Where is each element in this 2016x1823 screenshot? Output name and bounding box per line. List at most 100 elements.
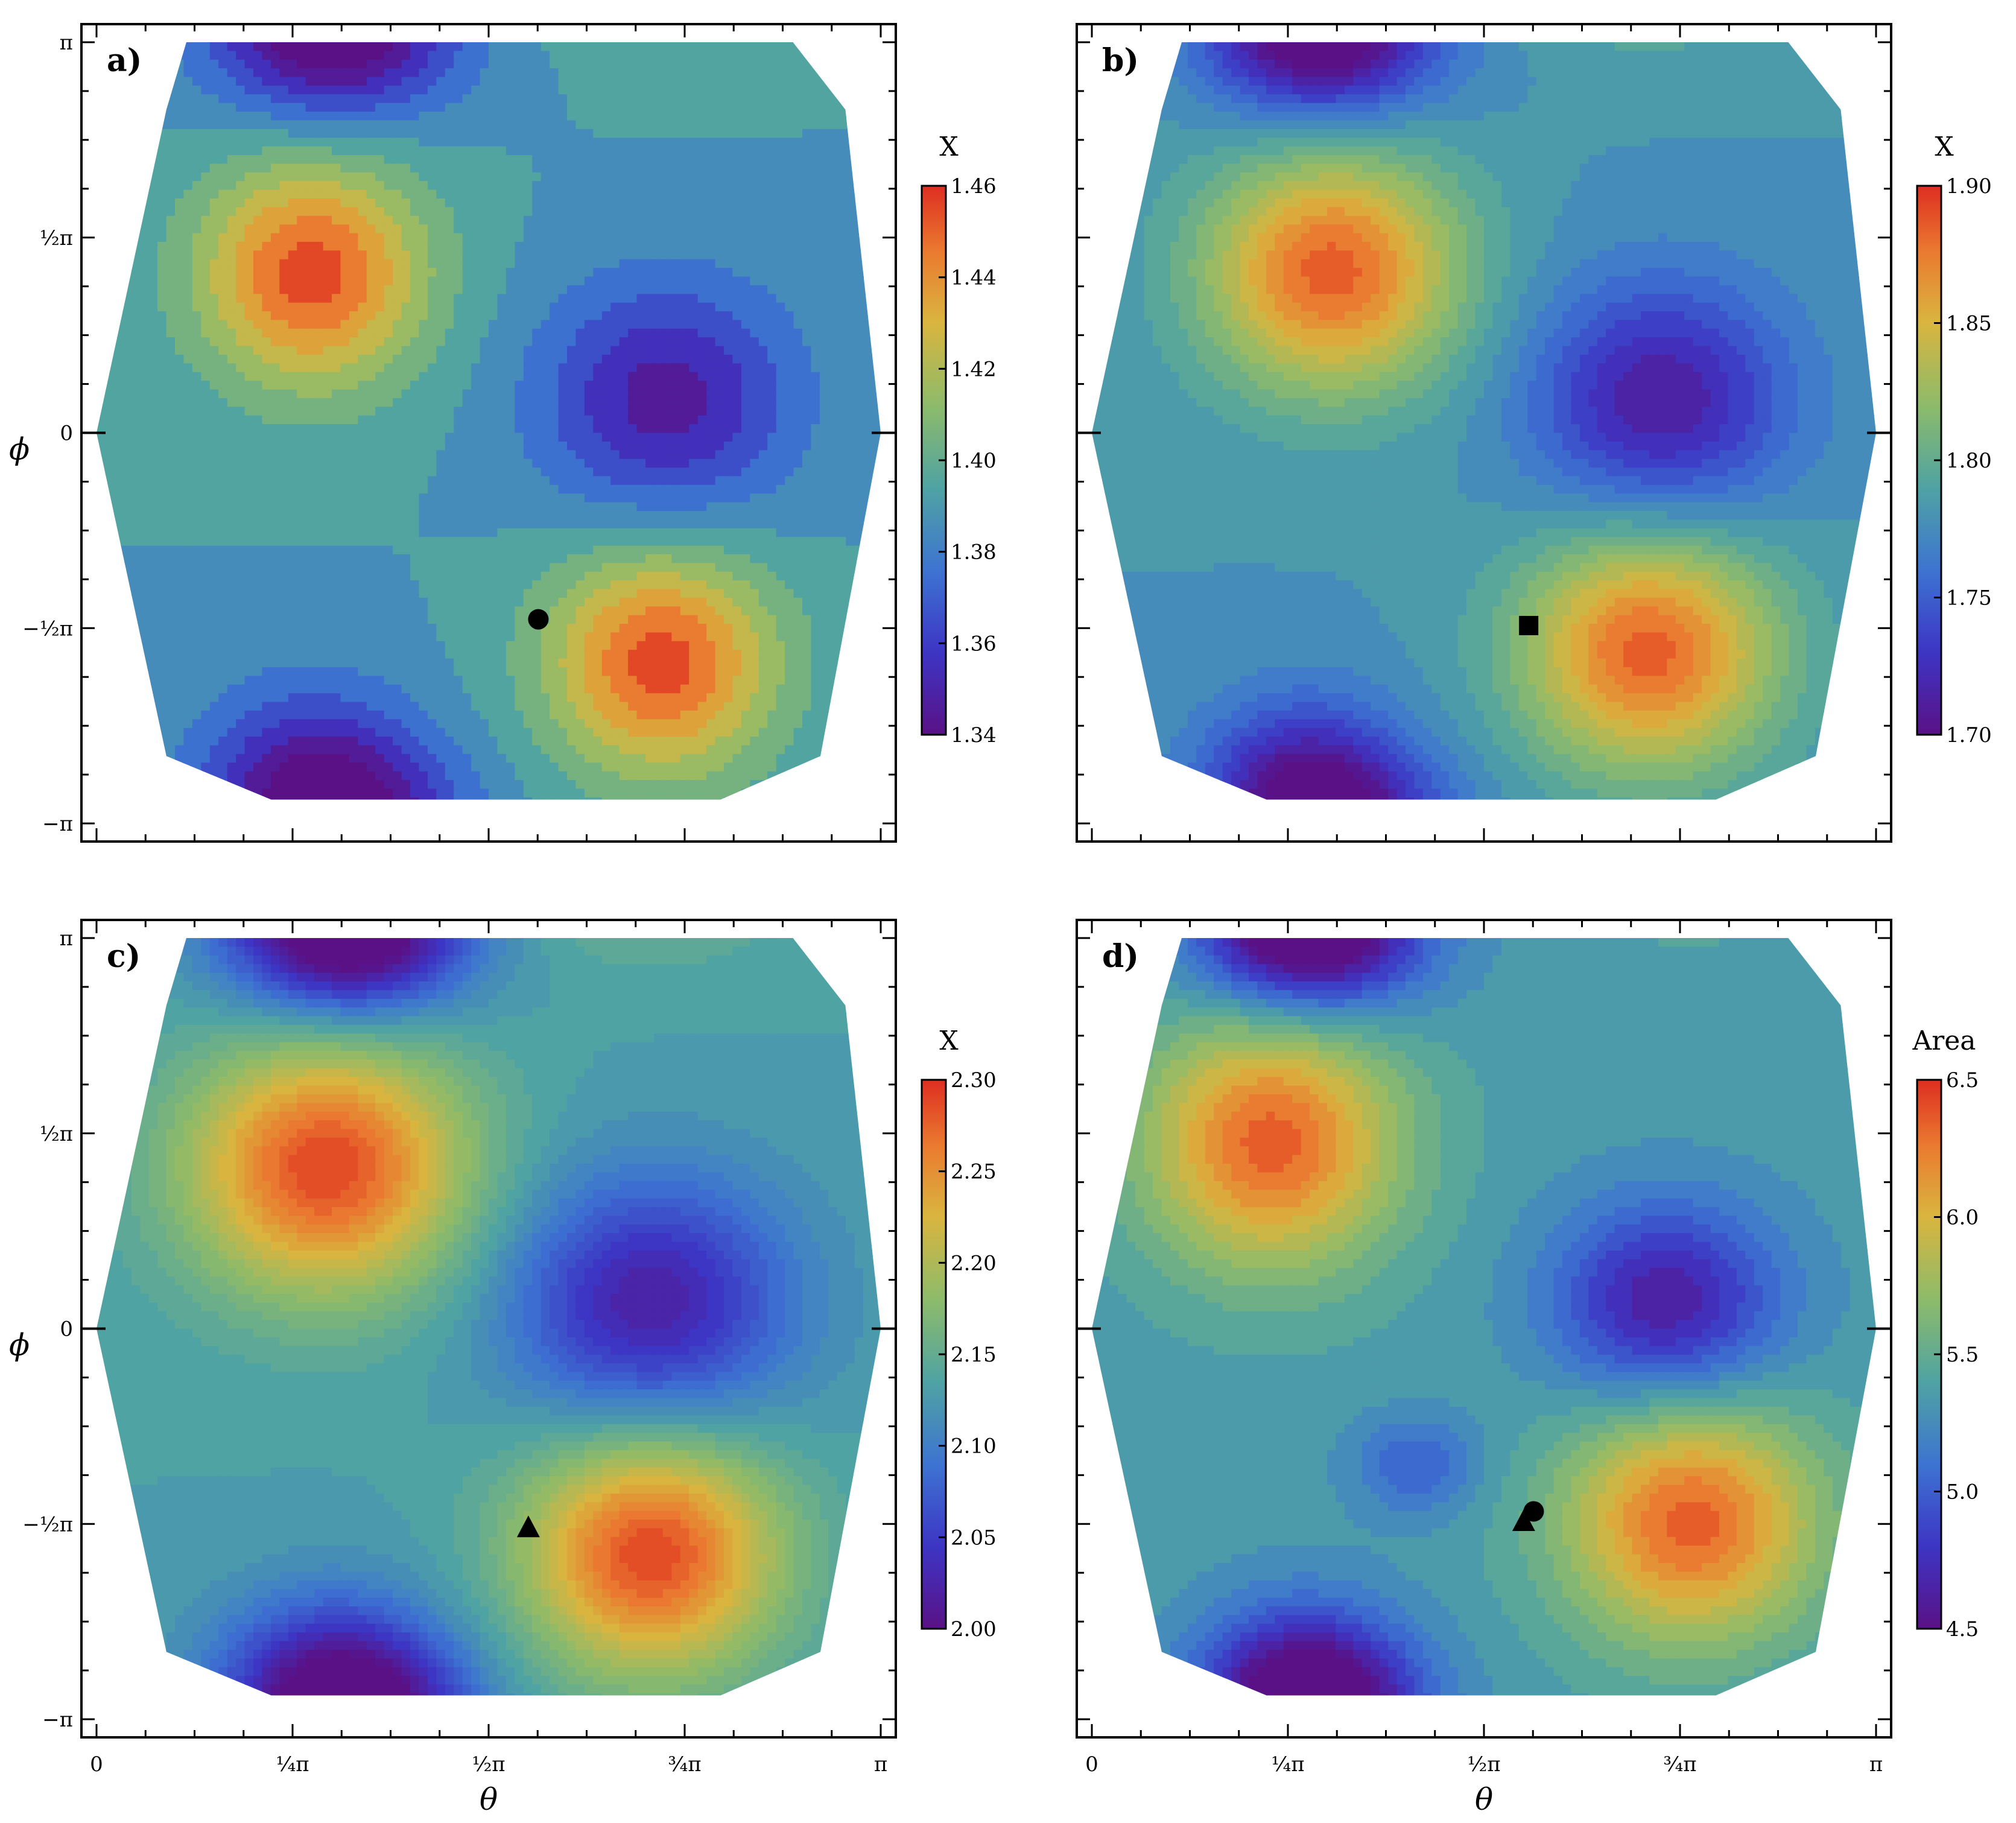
- contour-cell: [113, 346, 124, 355]
- contour-cell: [305, 68, 315, 78]
- contour-cell: [262, 198, 271, 208]
- contour-cell: [209, 320, 219, 329]
- contour-cell: [375, 441, 385, 451]
- contour-cell: [279, 146, 289, 156]
- contour-cell: [384, 85, 393, 95]
- contour-cell: [105, 806, 114, 815]
- contour-cell: [558, 42, 568, 52]
- contour-cell: [436, 163, 446, 173]
- contour-cell: [122, 355, 132, 364]
- contour-cell: [523, 224, 533, 234]
- contour-cell: [436, 94, 446, 104]
- contour-cell: [340, 311, 350, 321]
- contour-cell: [332, 624, 341, 633]
- contour-cell: [340, 215, 350, 225]
- contour-cell: [401, 468, 411, 477]
- contour-cell: [366, 737, 376, 746]
- contour-cell: [349, 468, 359, 477]
- contour-cell: [122, 511, 132, 521]
- contour-cell: [532, 68, 542, 78]
- contour-cell: [366, 433, 376, 442]
- contour-cell: [105, 138, 115, 147]
- contour-cell: [218, 632, 228, 642]
- contour-cell: [244, 597, 254, 607]
- contour-cell: [157, 276, 167, 286]
- contour-cell: [113, 138, 124, 147]
- contour-cell: [515, 702, 524, 711]
- contour-cell: [419, 580, 428, 590]
- contour-cell: [279, 737, 289, 746]
- contour-cell: [209, 511, 219, 521]
- contour-cell: [201, 615, 211, 624]
- contour-cell: [366, 302, 376, 312]
- contour-cell: [253, 259, 263, 268]
- contour-cell: [279, 241, 289, 252]
- contour-cell: [209, 381, 219, 390]
- contour-cell: [454, 728, 463, 737]
- contour-cell: [122, 728, 132, 737]
- contour-cell: [375, 94, 385, 104]
- contour-cell: [244, 753, 254, 764]
- contour-cell: [262, 554, 271, 564]
- contour-cell: [279, 381, 289, 390]
- contour-cell: [506, 737, 516, 746]
- contour-cell: [567, 458, 577, 468]
- contour-cell: [497, 285, 507, 295]
- contour-cell: [340, 407, 350, 416]
- contour-cell: [489, 745, 498, 755]
- contour-cell: [218, 554, 228, 564]
- contour-cell: [349, 737, 359, 746]
- contour-cell: [462, 389, 472, 399]
- contour-cell: [122, 424, 132, 434]
- contour-cell: [140, 563, 150, 572]
- contour-cell: [288, 780, 297, 790]
- contour-cell: [166, 433, 176, 442]
- contour-cell: [497, 545, 507, 555]
- contour-cell: [332, 311, 341, 321]
- contour-cell: [314, 94, 324, 104]
- contour-cell: [140, 737, 150, 746]
- contour-cell: [332, 103, 341, 112]
- contour-cell: [410, 42, 420, 52]
- contour-cell: [323, 407, 332, 416]
- contour-cell: [105, 528, 115, 537]
- contour-cell: [288, 103, 297, 112]
- contour-cell: [148, 658, 158, 668]
- contour-cell: [480, 224, 489, 234]
- contour-cell: [515, 753, 524, 764]
- contour-cell: [558, 658, 568, 668]
- contour-cell: [393, 667, 402, 677]
- contour-cell: [375, 762, 385, 772]
- contour-cell: [131, 632, 141, 642]
- contour-cell: [148, 571, 158, 581]
- contour-cell: [384, 146, 393, 156]
- contour-cell: [201, 719, 211, 729]
- contour-cell: [209, 407, 219, 416]
- contour-cell: [550, 407, 559, 416]
- contour-cell: [323, 554, 332, 564]
- contour-cell: [113, 215, 124, 225]
- contour-cell: [288, 441, 297, 451]
- contour-cell: [427, 259, 437, 268]
- contour-cell: [471, 563, 481, 572]
- contour-cell: [358, 615, 367, 624]
- contour-cell: [131, 684, 141, 694]
- contour-cell: [384, 424, 393, 434]
- contour-cell: [454, 806, 463, 815]
- contour-cell: [270, 667, 281, 677]
- contour-cell: [288, 571, 297, 581]
- contour-cell: [401, 381, 411, 390]
- contour-cell: [471, 641, 481, 650]
- contour-cell: [480, 589, 489, 598]
- contour-cell: [297, 381, 306, 390]
- contour-cell: [410, 615, 420, 624]
- contour-cell: [436, 172, 446, 182]
- contour-cell: [480, 719, 489, 729]
- contour-cell: [314, 346, 324, 355]
- contour-cell: [122, 172, 132, 182]
- contour-cell: [366, 693, 376, 703]
- contour-cell: [384, 346, 393, 355]
- contour-cell: [253, 815, 262, 824]
- contour-cell: [480, 94, 489, 104]
- contour-cell: [393, 606, 402, 616]
